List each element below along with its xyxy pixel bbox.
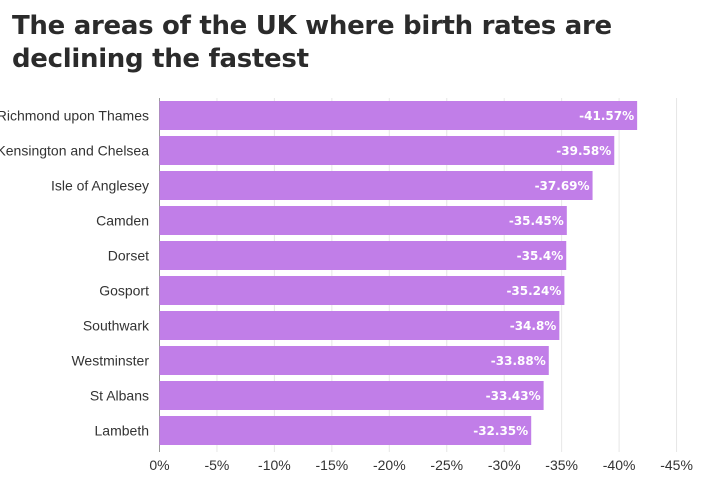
x-tick-label: 0% xyxy=(149,457,169,473)
bar[interactable] xyxy=(159,276,565,305)
bar[interactable] xyxy=(159,101,638,130)
data-label: -39.58% xyxy=(556,144,611,158)
x-tick-label: -5% xyxy=(204,457,229,473)
category-labels: Richmond upon Thames Kensington and Chels… xyxy=(0,108,150,439)
chart-title: The areas of the UK where birth rates ar… xyxy=(12,11,612,74)
data-label: -37.69% xyxy=(535,179,590,193)
category-label: Westminster xyxy=(71,353,149,369)
category-label: Lambeth xyxy=(95,423,149,439)
bar[interactable] xyxy=(159,136,615,165)
category-label: Dorset xyxy=(108,248,149,264)
data-label: -35.4% xyxy=(517,249,564,263)
x-axis-tick-labels: 0% -5% -10% -15% -20% -25% -30% -35% -40% -45% xyxy=(149,457,693,473)
bar[interactable] xyxy=(159,381,544,410)
bar[interactable] xyxy=(159,311,560,340)
x-tick-label: -25% xyxy=(430,457,463,473)
x-tick-label: -20% xyxy=(373,457,406,473)
x-tick-label: -15% xyxy=(316,457,349,473)
x-tick-label: -10% xyxy=(258,457,291,473)
category-label: St Albans xyxy=(90,388,149,404)
category-label: Isle of Anglesey xyxy=(51,178,149,194)
data-label: -34.8% xyxy=(510,319,557,333)
category-label: Southwark xyxy=(83,318,150,334)
x-tick-label: -45% xyxy=(660,457,693,473)
x-tick-label: -30% xyxy=(488,457,521,473)
bar[interactable] xyxy=(159,241,567,270)
data-label: -35.24% xyxy=(506,284,561,298)
category-label: Richmond upon Thames xyxy=(0,108,149,124)
category-label: Camden xyxy=(96,213,149,229)
x-tick-label: -35% xyxy=(545,457,578,473)
bars: -41.57% -39.58% -37.69% -35.45% -35.4% -35.24… xyxy=(159,101,638,445)
bar[interactable] xyxy=(159,416,532,445)
bar[interactable] xyxy=(159,171,593,200)
data-label: -35.45% xyxy=(509,214,564,228)
data-label: -33.88% xyxy=(491,354,546,368)
x-tick-label: -40% xyxy=(603,457,636,473)
bar[interactable] xyxy=(159,346,549,375)
data-label: -32.35% xyxy=(473,424,528,438)
category-label: Kensington and Chelsea xyxy=(0,143,149,159)
category-label: Gosport xyxy=(99,283,149,299)
bar[interactable] xyxy=(159,206,567,235)
data-label: -41.57% xyxy=(579,109,634,123)
data-label: -33.43% xyxy=(486,389,541,403)
